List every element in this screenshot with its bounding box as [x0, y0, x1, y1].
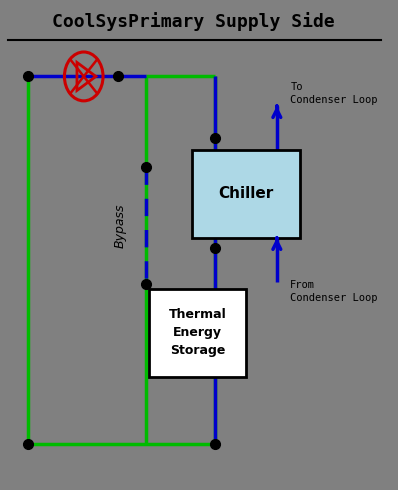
- Text: Chiller: Chiller: [219, 186, 273, 201]
- Text: From
Condenser Loop: From Condenser Loop: [291, 280, 378, 303]
- Bar: [149, 289, 246, 377]
- Text: CoolSysPrimary Supply Side: CoolSysPrimary Supply Side: [53, 12, 335, 31]
- Bar: [192, 150, 300, 238]
- Text: To
Condenser Loop: To Condenser Loop: [291, 82, 378, 105]
- Text: Bypass: Bypass: [114, 203, 127, 248]
- Text: Thermal
Energy
Storage: Thermal Energy Storage: [169, 308, 226, 357]
